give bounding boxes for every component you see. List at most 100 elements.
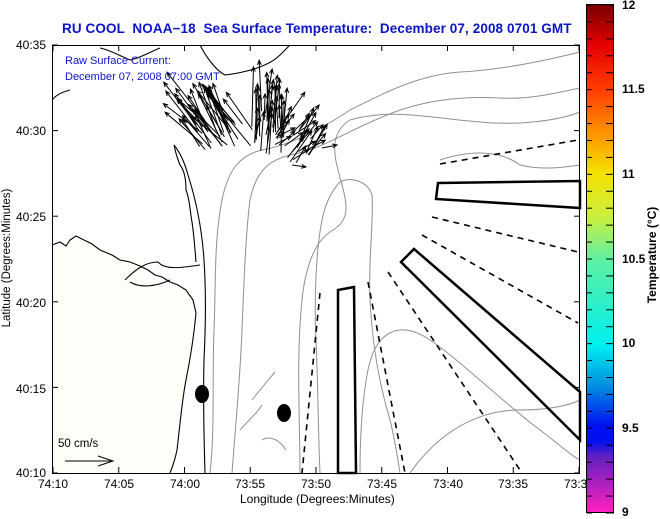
current-vector <box>293 114 312 132</box>
current-vector <box>272 83 278 133</box>
current-vector <box>191 108 223 147</box>
current-vector <box>177 97 200 131</box>
current-vector <box>265 77 271 122</box>
current-vector <box>281 86 290 138</box>
coastline-line <box>124 261 201 287</box>
contour-line <box>239 371 287 451</box>
dashed-line <box>431 216 579 253</box>
colorbar-tick-label: 10 <box>622 336 636 350</box>
current-vector <box>293 119 317 136</box>
x-tick-label: 74:10 <box>37 477 69 491</box>
x-tick-label: 74:00 <box>169 477 201 491</box>
current-annotation-title: Raw Surface Current: <box>65 55 171 67</box>
current-vector <box>298 140 317 152</box>
current-vector <box>278 130 296 146</box>
dashed-line <box>301 292 321 474</box>
map-title: RU COOL NOAA−18 Sea Surface Temperature:… <box>62 21 572 36</box>
current-vector <box>305 125 319 153</box>
contour-line <box>359 329 581 474</box>
current-vector <box>198 81 217 131</box>
x-tick-label: 73:35 <box>497 477 529 491</box>
y-tick-label: 40:30 <box>15 124 46 138</box>
dashed-boundaries <box>301 139 579 474</box>
scale-vector-label: 50 cm/s <box>58 438 99 450</box>
current-vector <box>215 104 239 140</box>
zone-polygon <box>434 179 582 210</box>
current-vector <box>276 112 296 136</box>
contour-line <box>409 399 581 474</box>
current-vector <box>295 144 307 163</box>
current-vector <box>266 88 272 123</box>
current-vector <box>187 94 206 122</box>
y-axis-label: Latitude (Degrees:Minutes) <box>1 188 13 328</box>
y-tick-label: 40:15 <box>15 382 46 396</box>
surface-current-vectors <box>162 59 339 169</box>
current-vector <box>262 92 268 121</box>
current-vector <box>181 118 201 147</box>
current-vector <box>225 91 253 131</box>
contour-line <box>298 111 581 474</box>
y-tick-label: 40:20 <box>15 296 46 310</box>
land-area <box>52 232 200 473</box>
marker-dot <box>195 385 209 403</box>
current-annotation-time: December 07, 2008 07:00 GMT <box>65 71 220 83</box>
colorbar-tick-label: 12 <box>622 0 636 12</box>
current-vector <box>174 87 209 133</box>
coastline-line <box>173 144 197 263</box>
x-tick-label: 73:40 <box>432 477 464 491</box>
colorbar-tick-label: 11.5 <box>622 82 645 96</box>
colorbar-tick-label: 9.5 <box>622 421 639 435</box>
current-vector <box>310 124 326 153</box>
x-tick-label: 74:05 <box>103 477 135 491</box>
zone-polygon <box>336 285 358 475</box>
dashed-line <box>367 281 406 474</box>
dashed-line <box>387 271 523 474</box>
y-tick-label: 40:35 <box>15 38 46 52</box>
current-vector <box>291 163 308 169</box>
current-vector <box>165 90 199 133</box>
dashed-line <box>421 234 579 324</box>
dashed-line <box>439 139 579 165</box>
colorbar-tick-label: 10.5 <box>622 252 646 266</box>
current-vector <box>250 65 256 127</box>
marker-dot <box>277 404 291 422</box>
zone-polygons <box>336 179 582 475</box>
colorbar-label: Temperature (°C) <box>645 206 659 304</box>
current-vector <box>255 85 261 137</box>
coastline-line <box>51 44 291 101</box>
current-vector <box>274 135 293 145</box>
current-vector <box>275 127 296 138</box>
contour-line <box>314 179 401 474</box>
current-vector <box>212 82 231 134</box>
current-vector <box>162 102 203 134</box>
colorbar-tick-label: 11 <box>622 167 635 181</box>
x-axis-label: Longitude (Degrees:Minutes) <box>240 492 395 506</box>
current-vector <box>299 111 317 143</box>
temperature-colorbar <box>586 4 614 513</box>
x-tick-label: 73:45 <box>366 477 398 491</box>
current-vector <box>276 105 292 140</box>
zone-polygon <box>399 247 582 444</box>
current-vector <box>273 94 279 129</box>
x-tick-label: 73:50 <box>300 477 332 491</box>
y-tick-label: 40:10 <box>15 466 46 480</box>
axis-ticks <box>52 44 580 474</box>
coastline-line <box>173 144 207 474</box>
current-vector <box>279 118 290 139</box>
scale-arrow-icon <box>65 455 115 467</box>
current-vector <box>256 59 263 112</box>
coastline-line <box>169 312 197 474</box>
current-vector <box>222 98 243 125</box>
current-vector <box>166 71 206 122</box>
coastline <box>51 44 291 474</box>
current-vector <box>321 143 339 149</box>
current-vector <box>307 139 327 151</box>
current-vector <box>192 82 222 132</box>
coastline-line <box>51 235 197 314</box>
current-vector <box>189 87 207 130</box>
current-vector <box>206 93 233 123</box>
colorbar-tick-label: 9 <box>622 505 629 519</box>
current-vector <box>207 87 225 133</box>
bathymetry-contours <box>209 51 581 474</box>
